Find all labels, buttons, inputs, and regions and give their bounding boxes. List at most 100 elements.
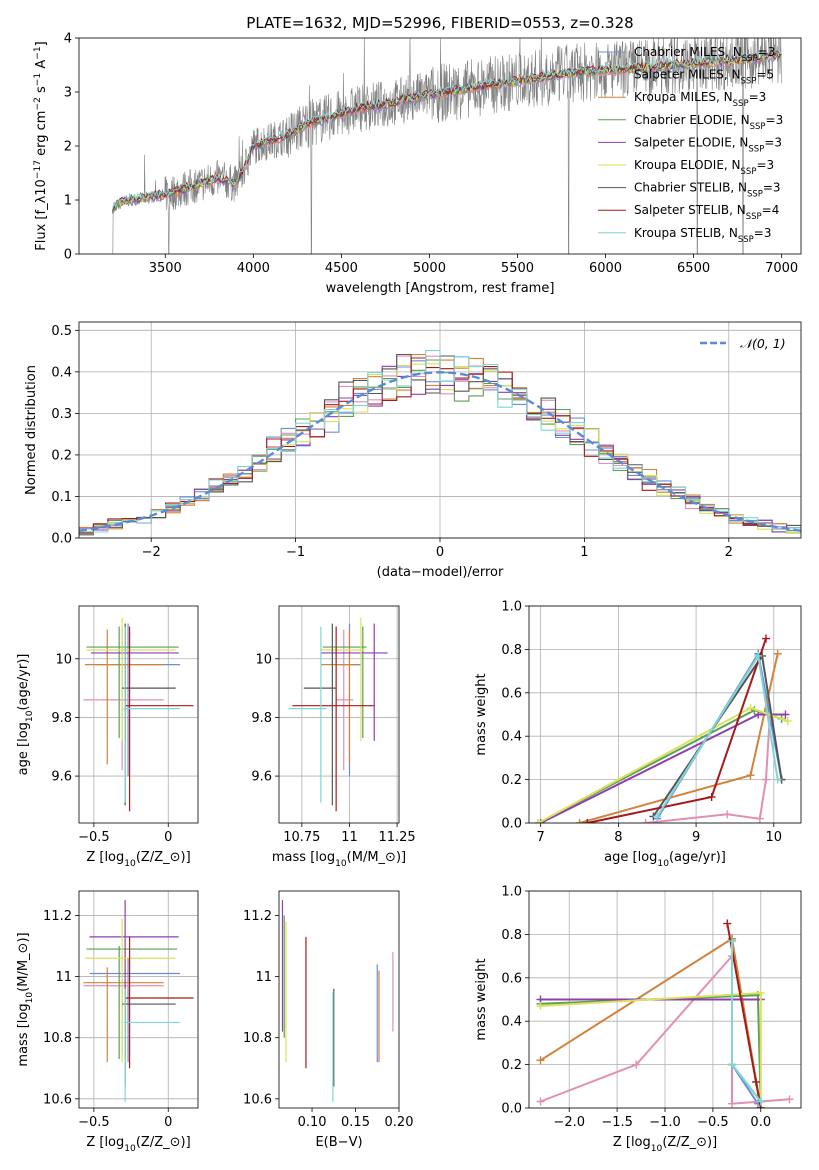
y-tick-label: 10 (255, 652, 272, 667)
axes-frame (78, 605, 199, 824)
mass-weight-marker (632, 1060, 641, 1069)
legend-label: Salpeter STELIB, NSSP=4 (634, 203, 779, 222)
legend-label: Kroupa ELODIE, NSSP=3 (634, 158, 774, 177)
mass-weight-marker (756, 1097, 765, 1106)
y-axis-label: age [log10(age/yr)] (16, 654, 35, 776)
mass-weight-marker (723, 810, 732, 819)
y-tick-label: 11 (255, 970, 272, 985)
x-axis-label: Z [log10(Z/Z_⊙)] (86, 1135, 190, 1154)
x-tick-label: −2.0 (553, 1115, 585, 1130)
x-tick-label: 4000 (237, 261, 270, 276)
y-tick-label: 11.2 (243, 909, 272, 924)
plot-area (288, 617, 388, 812)
y-tick-label: 11.2 (43, 909, 72, 924)
mass-weight-marker (536, 819, 545, 823)
mass-vs-Z-panel: −0.5 0 10.6 10.8 11 11.2 Z [log10(Z/Z_⊙)] mass … (16, 890, 199, 1154)
y-tick-label: 9.6 (251, 770, 272, 785)
mass-weight-line (539, 937, 762, 1108)
x-tick-label: 2 (725, 545, 733, 560)
plot-area (83, 900, 194, 1102)
mass-weight-marker (536, 1002, 545, 1011)
x-tick-label: 0.20 (385, 1115, 414, 1130)
plot-area (112, 38, 782, 254)
legend-label: 𝒩(0, 1) (740, 336, 786, 351)
mass-weight-marker (534, 819, 543, 823)
x-tick-label: −0.5 (697, 1115, 729, 1130)
x-tick-label: 7000 (765, 261, 798, 276)
legend-label: Chabrier STELIB, NSSP=3 (634, 181, 781, 200)
mass-weight-marker (751, 1077, 760, 1086)
plot-area (536, 919, 794, 1108)
y-tick-label: 0.6 (501, 971, 522, 986)
mass-weight-marker (781, 710, 790, 719)
y-tick-label: 0.0 (501, 1102, 522, 1117)
x-tick-label: 11 (341, 830, 358, 845)
mass-weight-line (579, 653, 779, 823)
mass-weight-marker (653, 812, 662, 821)
y-tick-label: 10.6 (43, 1092, 72, 1107)
axes-frame (528, 605, 802, 824)
y-axis-label: mass weight (474, 673, 489, 755)
mass-weight-marker (746, 703, 755, 712)
x-tick-label: 3500 (149, 261, 182, 276)
legend-label: Salpeter MILES, NSSP=5 (634, 68, 774, 87)
y-axis-label: mass weight (474, 958, 489, 1040)
x-axis-label: age [log10(age/yr)] (604, 850, 726, 869)
y-tick-label: 0.3 (51, 407, 72, 422)
y-tick-label: 0.1 (51, 490, 72, 505)
x-tick-label: 0.0 (750, 1115, 771, 1130)
model-spectrum-line (112, 50, 782, 210)
legend-label: Kroupa MILES, NSSP=3 (634, 90, 766, 109)
axes-frame (278, 890, 400, 1109)
x-tick-label: 6500 (677, 261, 710, 276)
y-tick-label: 0.4 (501, 730, 522, 745)
x-tick-label: −2 (142, 545, 161, 560)
x-tick-label: 0 (164, 830, 172, 845)
y-tick-label: 0.6 (501, 686, 522, 701)
x-axis-label: mass [log10(M/M_⊙)] (272, 850, 406, 869)
residual-panel: −2 −1 0 1 2 0.0 0.1 0.2 0.3 0.4 0.5 (data−model)/er… (24, 321, 802, 580)
y-tick-label: 3 (64, 86, 72, 101)
mass-weight-line (540, 991, 762, 1108)
age-vs-Z-panel: −0.5 0 9.6 9.8 10 Z [log10(Z/Z_⊙)] age [log10(… (16, 605, 199, 869)
x-tick-label: 7 (537, 830, 545, 845)
x-axis-label: Z [log10(Z/Z_⊙)] (86, 850, 190, 869)
y-tick-label: 1.0 (501, 885, 522, 900)
y-tick-label: 0.4 (51, 365, 72, 380)
y-tick-label: 10.6 (243, 1092, 272, 1107)
y-axis-label: Flux [f_λ10−17 erg cm−2 s−1 A−1] (33, 41, 49, 250)
legend-label: Salpeter ELODIE, NSSP=3 (634, 135, 782, 154)
mass-weight-marker (536, 1097, 545, 1106)
mass-weight-marker (641, 819, 650, 823)
x-tick-label: −0.5 (78, 830, 110, 845)
y-tick-label: 0.5 (51, 324, 72, 339)
y-tick-label: 4 (64, 32, 72, 47)
mass-weight-marker (785, 1095, 794, 1104)
plot-area (79, 349, 801, 536)
x-tick-label: −1.5 (601, 1115, 633, 1130)
spectrum-legend: Chabrier MILES, NSSP=3 Salpeter MILES, NS… (598, 45, 783, 245)
mass-weight-marker (746, 771, 755, 780)
mass-vs-EBV-panel: 0.10 0.15 0.20 10.6 10.8 11 11.2 E(B−V) (243, 890, 414, 1150)
y-tick-label: 0 (64, 248, 72, 263)
y-tick-label: 2 (64, 140, 72, 155)
mass-weight-marker (756, 988, 765, 997)
figure-title: PLATE=1632, MJD=52996, FIBERID=0553, z=0… (246, 14, 633, 32)
y-tick-label: 9.6 (51, 770, 72, 785)
mass-weight-marker (773, 775, 782, 784)
spectrum-panel: 3500 4000 4500 5000 5500 6000 6500 7000 0 1 2 3 4 wav… (33, 32, 802, 296)
y-tick-label: 10 (55, 652, 72, 667)
y-tick-label: 0.4 (501, 1015, 522, 1030)
plot-area (83, 617, 194, 812)
normal-curve (79, 371, 801, 532)
y-tick-label: 0.8 (501, 928, 522, 943)
x-axis-label: E(B−V) (315, 1135, 362, 1150)
residual-histogram (79, 349, 801, 533)
x-tick-label: 0 (436, 545, 444, 560)
y-tick-label: 0.2 (51, 448, 72, 463)
mass-weight-marker (536, 1056, 545, 1065)
x-tick-label: 1 (580, 545, 588, 560)
y-tick-label: 11 (55, 970, 72, 985)
x-tick-label: −1 (286, 545, 305, 560)
